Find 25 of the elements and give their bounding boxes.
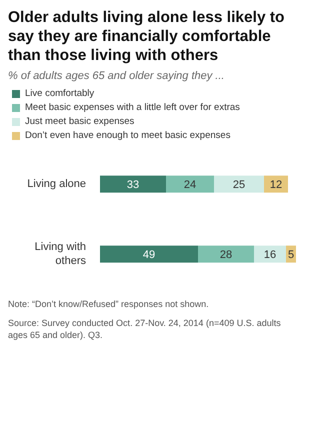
data-label: 24 [184,179,196,192]
bar [214,176,264,193]
data-label: 12 [270,179,282,192]
bar [100,176,166,193]
legend-label: Don’t even have enough to meet basic expenses [24,130,232,141]
bar [264,176,288,193]
data-label: 49 [142,249,156,262]
data-label: 28 [220,249,232,262]
legend-label: Meet basic expenses with a little left over for extras [24,102,241,113]
y-tick-label: Living alone [27,178,86,190]
data-label: 33 [126,179,140,192]
bar [166,176,214,193]
legend-label: Just meet basic expenses [24,116,136,127]
bar [254,246,286,263]
bar [198,246,254,263]
chart-subtitle: % of adults ages 65 and older saying they ... [8,70,226,82]
data-label: 25 [232,179,246,192]
y-tick-label: Living with others [34,240,86,267]
bar [100,246,198,263]
data-label: 16 [264,249,276,262]
source-note: Source: Survey conducted Oct. 27-Nov. 24, 2014 (n=409 U.S. adults ages 65 and older). Q3. [8,317,282,341]
chart-title: Older adults living alone less likely to say they are financially comfortable than those living with others [8,8,286,65]
legend-label: Live comfortably [24,88,96,99]
text: Note: “Don’t know/Refused” responses not shown. [8,298,210,310]
data-label: 5 [288,249,294,262]
